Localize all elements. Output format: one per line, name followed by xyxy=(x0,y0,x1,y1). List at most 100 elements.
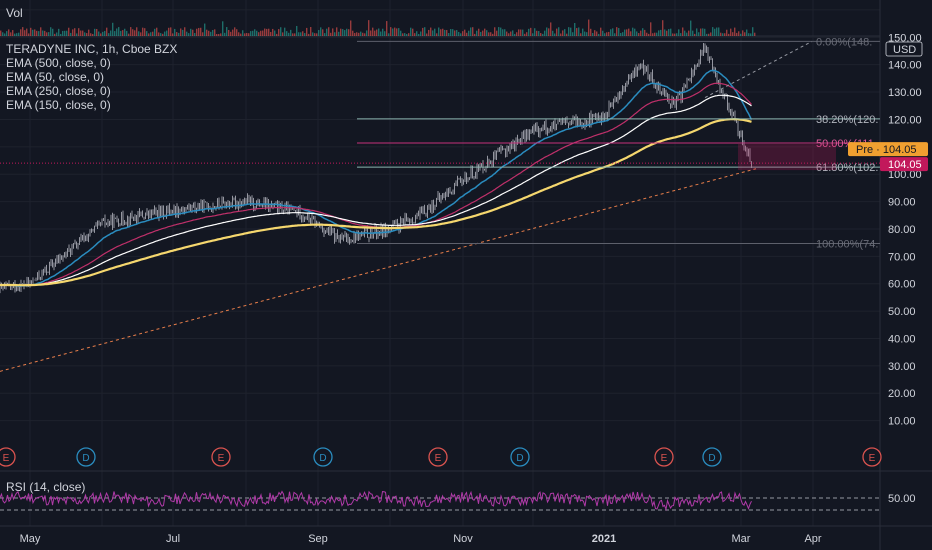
volume-bar xyxy=(630,31,632,36)
volume-bar xyxy=(86,33,88,36)
volume-bar xyxy=(476,30,478,36)
last-price-badge xyxy=(880,157,928,172)
volume-bar xyxy=(198,27,200,36)
volume-bar xyxy=(308,33,310,36)
volume-bar xyxy=(408,33,410,36)
volume-bar xyxy=(294,33,296,36)
volume-bar xyxy=(654,32,656,36)
volume-bar xyxy=(360,31,362,36)
volume-bar xyxy=(566,33,568,36)
volume-bar xyxy=(446,30,448,36)
symbol-title[interactable]: TERADYNE INC, 1h, Cboe BZX xyxy=(6,42,178,56)
volume-bar xyxy=(164,31,166,36)
ema-150-label[interactable]: EMA (150, close, 0) xyxy=(6,98,111,112)
volume-bar xyxy=(254,29,256,36)
volume-bar xyxy=(346,28,348,36)
volume-bar xyxy=(694,33,696,36)
x-tick-label: Sep xyxy=(308,533,328,545)
volume-bar xyxy=(46,32,48,36)
volume-bar xyxy=(632,27,634,36)
volume-bar xyxy=(192,29,194,36)
volume-bar xyxy=(492,33,494,36)
x-tick-label: Jul xyxy=(166,533,180,545)
ema-250-label[interactable]: EMA (250, close, 0) xyxy=(6,84,111,98)
volume-bar xyxy=(430,27,432,36)
volume-bar xyxy=(112,22,114,36)
volume-bar xyxy=(366,30,368,36)
volume-bar xyxy=(316,33,318,36)
volume-bar xyxy=(282,32,284,36)
volume-bar xyxy=(682,27,684,36)
volume-bar xyxy=(168,27,170,36)
volume-bar xyxy=(338,31,340,36)
volume-bar xyxy=(296,25,298,36)
volume-bar xyxy=(726,29,728,36)
volume-bar xyxy=(748,33,750,36)
volume-bar xyxy=(4,33,6,36)
ema-500-line xyxy=(0,118,752,287)
ema-50-label[interactable]: EMA (50, close, 0) xyxy=(6,70,105,84)
volume-bar xyxy=(606,32,608,36)
volume-bars xyxy=(0,19,756,36)
volume-bar xyxy=(610,29,612,36)
volume-bar xyxy=(474,33,476,36)
rsi-label[interactable]: RSI (14, close) xyxy=(6,480,86,494)
volume-bar xyxy=(372,27,374,36)
volume-bar xyxy=(520,29,522,36)
volume-bar xyxy=(182,29,184,36)
volume-bar xyxy=(618,28,620,36)
volume-bar xyxy=(330,32,332,36)
ema-500-label[interactable]: EMA (500, close, 0) xyxy=(6,56,111,70)
volume-bar xyxy=(524,33,526,36)
volume-bar xyxy=(736,32,738,36)
volume-bar xyxy=(134,30,136,36)
volume-bar xyxy=(266,28,268,36)
volume-bar xyxy=(18,32,20,36)
volume-bar xyxy=(68,27,70,36)
volume-bar xyxy=(48,32,50,36)
volume-bar xyxy=(580,33,582,36)
volume-bar xyxy=(218,33,220,36)
volume-bar xyxy=(12,30,14,36)
volume-bar xyxy=(508,33,510,36)
volume-bar xyxy=(424,27,426,36)
volume-bar xyxy=(80,30,82,36)
y-tick-label: 70.00 xyxy=(888,251,916,263)
volume-bar xyxy=(546,27,548,36)
volume-bar xyxy=(594,30,596,36)
x-tick-label: Mar xyxy=(732,533,751,545)
volume-bar xyxy=(288,32,290,36)
volume-bar xyxy=(290,29,292,36)
volume-bar xyxy=(60,33,62,36)
event-marker-label: D xyxy=(319,453,326,464)
volume-bar xyxy=(272,28,274,36)
volume-bar xyxy=(456,30,458,36)
volume-bar xyxy=(588,19,590,36)
volume-bar xyxy=(514,33,516,36)
volume-bar xyxy=(32,29,34,36)
volume-bar xyxy=(378,28,380,36)
volume-bar xyxy=(172,33,174,36)
volume-bar xyxy=(658,30,660,36)
volume-bar xyxy=(174,28,176,36)
rsi-tick-label: 50.00 xyxy=(888,493,916,505)
volume-bar xyxy=(180,28,182,36)
volume-bar xyxy=(114,31,116,36)
volume-bar xyxy=(210,31,212,36)
volume-bar xyxy=(690,20,692,36)
volume-bar xyxy=(30,27,32,36)
volume-bar xyxy=(544,30,546,36)
volume-bar xyxy=(178,32,180,36)
volume-bar xyxy=(406,33,408,36)
volume-bar xyxy=(414,33,416,36)
volume-bar xyxy=(410,27,412,36)
volume-bar xyxy=(184,27,186,36)
volume-bar xyxy=(648,33,650,36)
volume-bar xyxy=(560,33,562,36)
volume-bar xyxy=(464,29,466,36)
volume-bar xyxy=(396,28,398,36)
volume-bar xyxy=(72,29,74,36)
volume-bar xyxy=(722,33,724,36)
